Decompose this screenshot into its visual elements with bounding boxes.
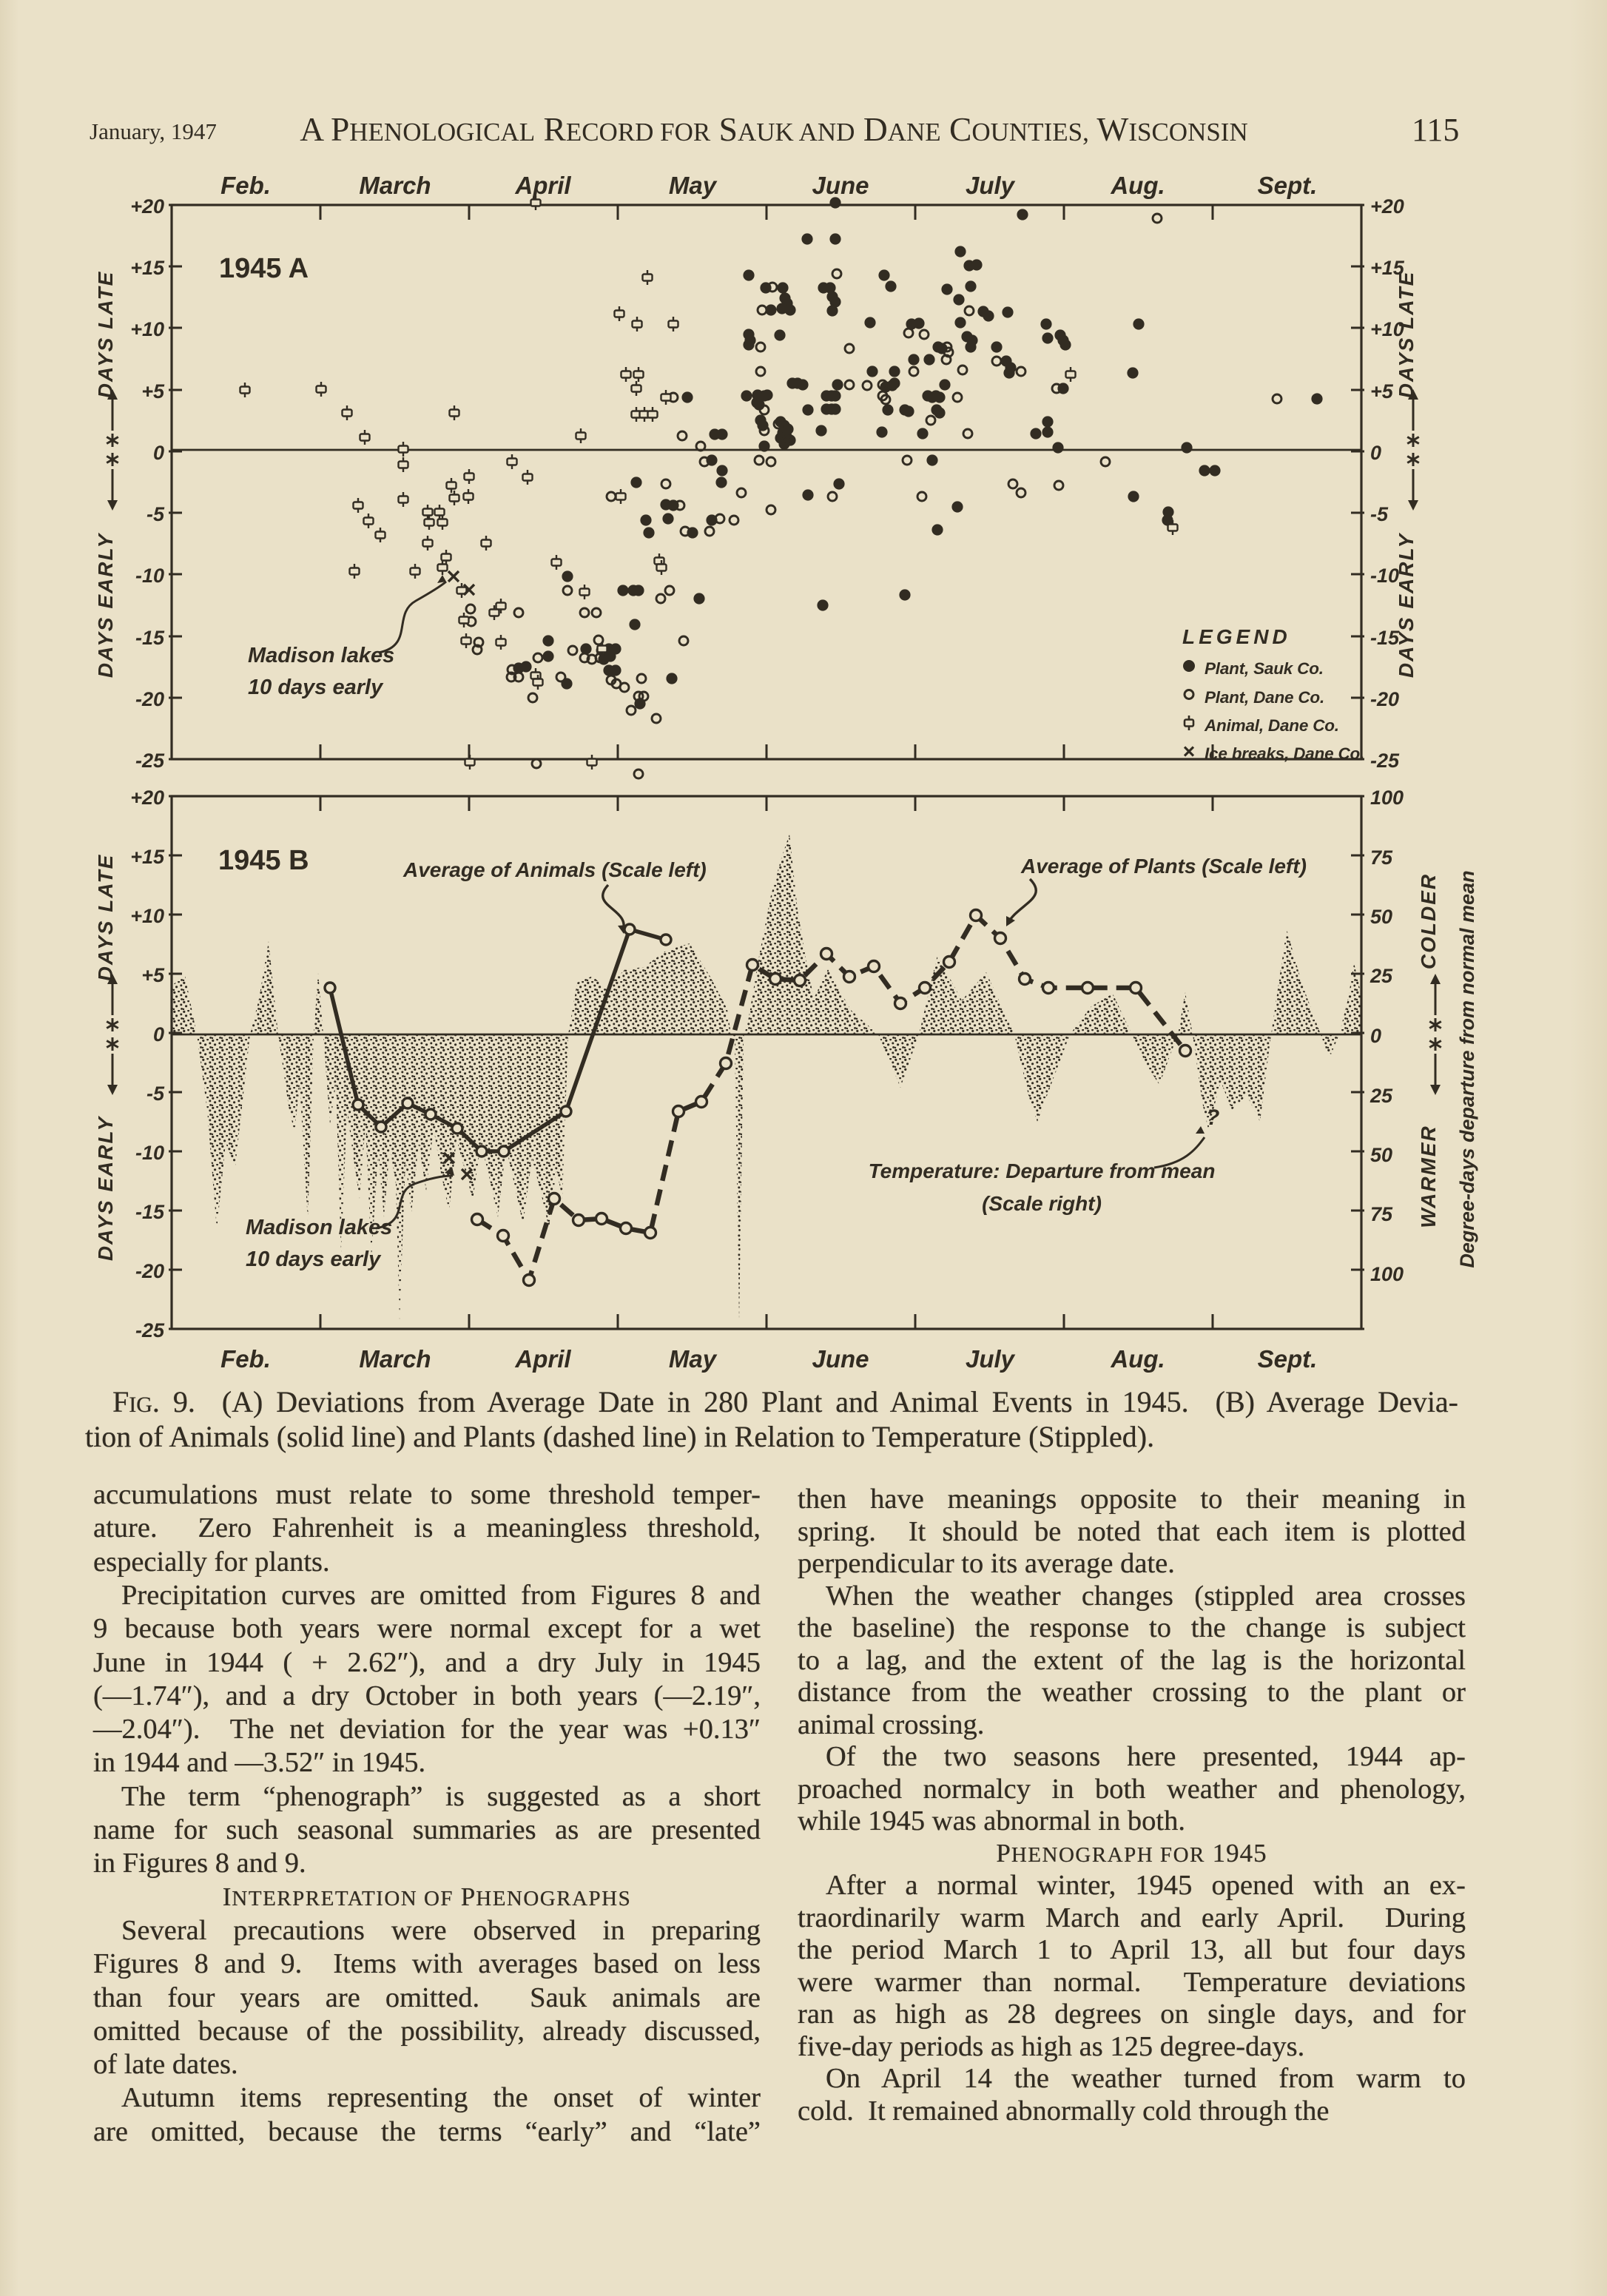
svg-text:April: April [514,1345,571,1373]
svg-text:-5: -5 [1370,503,1389,525]
svg-text:-10: -10 [1370,565,1399,587]
svg-text:-25: -25 [135,750,165,772]
svg-text:+20: +20 [130,195,164,218]
svg-text:June: June [812,1345,869,1373]
svg-text:WARMER: WARMER [1417,1125,1440,1228]
svg-text:-15: -15 [135,627,165,649]
svg-text:25: 25 [1370,1085,1393,1107]
svg-text:Plant, Dane Co.: Plant, Dane Co. [1205,688,1324,707]
svg-text:May: May [669,172,718,199]
svg-text:+15: +15 [1370,257,1405,279]
svg-text:-5: -5 [146,503,165,525]
svg-text:-15: -15 [1370,627,1400,649]
svg-text:March: March [359,1345,431,1373]
svg-text:-15: -15 [135,1201,165,1223]
svg-text:Madison lakes: Madison lakes [248,644,394,667]
svg-text:March: March [359,172,431,199]
svg-text:Ice breaks, Dane Co.: Ice breaks, Dane Co. [1205,744,1364,763]
svg-text:Degree-days departure from nor: Degree-days departure from normal mean [1456,870,1478,1267]
svg-text:100: 100 [1370,787,1404,809]
svg-text:0: 0 [153,1023,164,1046]
svg-text:LEGEND: LEGEND [1182,625,1291,648]
svg-text:Average of Plants (Scale left): Average of Plants (Scale left) [1020,855,1307,878]
svg-text:Sept.: Sept. [1258,172,1318,199]
svg-text:DAYS EARLY: DAYS EARLY [94,533,117,679]
svg-text:?: ? [1206,1105,1219,1130]
svg-text:DAYS LATE: DAYS LATE [94,854,117,982]
svg-text:+10: +10 [1370,318,1404,340]
svg-text:0: 0 [1370,1025,1381,1047]
svg-text:1945 B: 1945 B [218,845,309,876]
svg-text:1945 A: 1945 A [219,253,309,284]
svg-text:75: 75 [1370,1203,1393,1225]
svg-text:Aug.: Aug. [1110,172,1165,199]
svg-text:100: 100 [1370,1263,1404,1285]
svg-text:+5: +5 [1370,380,1394,403]
svg-text:Animal, Dane Co.: Animal, Dane Co. [1204,716,1339,735]
svg-text:Plant, Sauk Co.: Plant, Sauk Co. [1205,659,1324,678]
svg-text:+5: +5 [141,964,165,986]
svg-text:10 days early: 10 days early [246,1248,382,1271]
svg-text:(Scale right): (Scale right) [982,1192,1102,1215]
svg-text:Aug.: Aug. [1110,1345,1165,1373]
svg-text:DAYS EARLY: DAYS EARLY [1395,533,1418,679]
svg-text:+20: +20 [1370,195,1404,218]
svg-text:+10: +10 [130,318,164,340]
svg-text:DAYS LATE: DAYS LATE [94,271,117,399]
svg-text:Feb.: Feb. [220,1345,271,1373]
svg-text:COLDER: COLDER [1417,873,1440,969]
svg-text:+15: +15 [130,846,165,868]
svg-text:Sept.: Sept. [1258,1345,1318,1373]
svg-text:DAYS EARLY: DAYS EARLY [94,1116,117,1262]
svg-text:+5: +5 [141,380,165,403]
svg-text:25: 25 [1370,965,1393,987]
svg-text:0: 0 [153,442,164,464]
svg-text:Temperature: Departure from me: Temperature: Departure from mean [869,1159,1216,1182]
svg-text:-25: -25 [1370,750,1400,772]
svg-text:June: June [812,172,869,199]
svg-text:-5: -5 [146,1083,165,1105]
svg-text:Feb.: Feb. [220,172,271,199]
svg-text:Average of Animals (Scale left: Average of Animals (Scale left) [402,858,707,881]
svg-text:-25: -25 [135,1319,165,1341]
svg-text:DAYS LATE: DAYS LATE [1395,271,1418,399]
svg-text:July: July [966,1345,1016,1373]
svg-text:10 days early: 10 days early [248,676,384,699]
svg-text:-10: -10 [135,1142,164,1164]
svg-text:-20: -20 [1370,688,1399,710]
svg-text:July: July [966,172,1016,199]
svg-text:0: 0 [1370,442,1381,464]
svg-text:-20: -20 [135,1260,164,1282]
svg-text:Madison lakes: Madison lakes [246,1216,392,1239]
svg-text:-10: -10 [135,565,164,587]
svg-text:-20: -20 [135,688,164,710]
svg-text:50: 50 [1370,1144,1392,1166]
svg-text:+15: +15 [130,257,165,279]
svg-text:50: 50 [1370,906,1392,928]
svg-text:+20: +20 [130,787,164,809]
svg-text:+10: +10 [130,905,164,927]
svg-text:April: April [514,172,571,199]
svg-text:May: May [669,1345,718,1373]
svg-text:75: 75 [1370,846,1393,869]
